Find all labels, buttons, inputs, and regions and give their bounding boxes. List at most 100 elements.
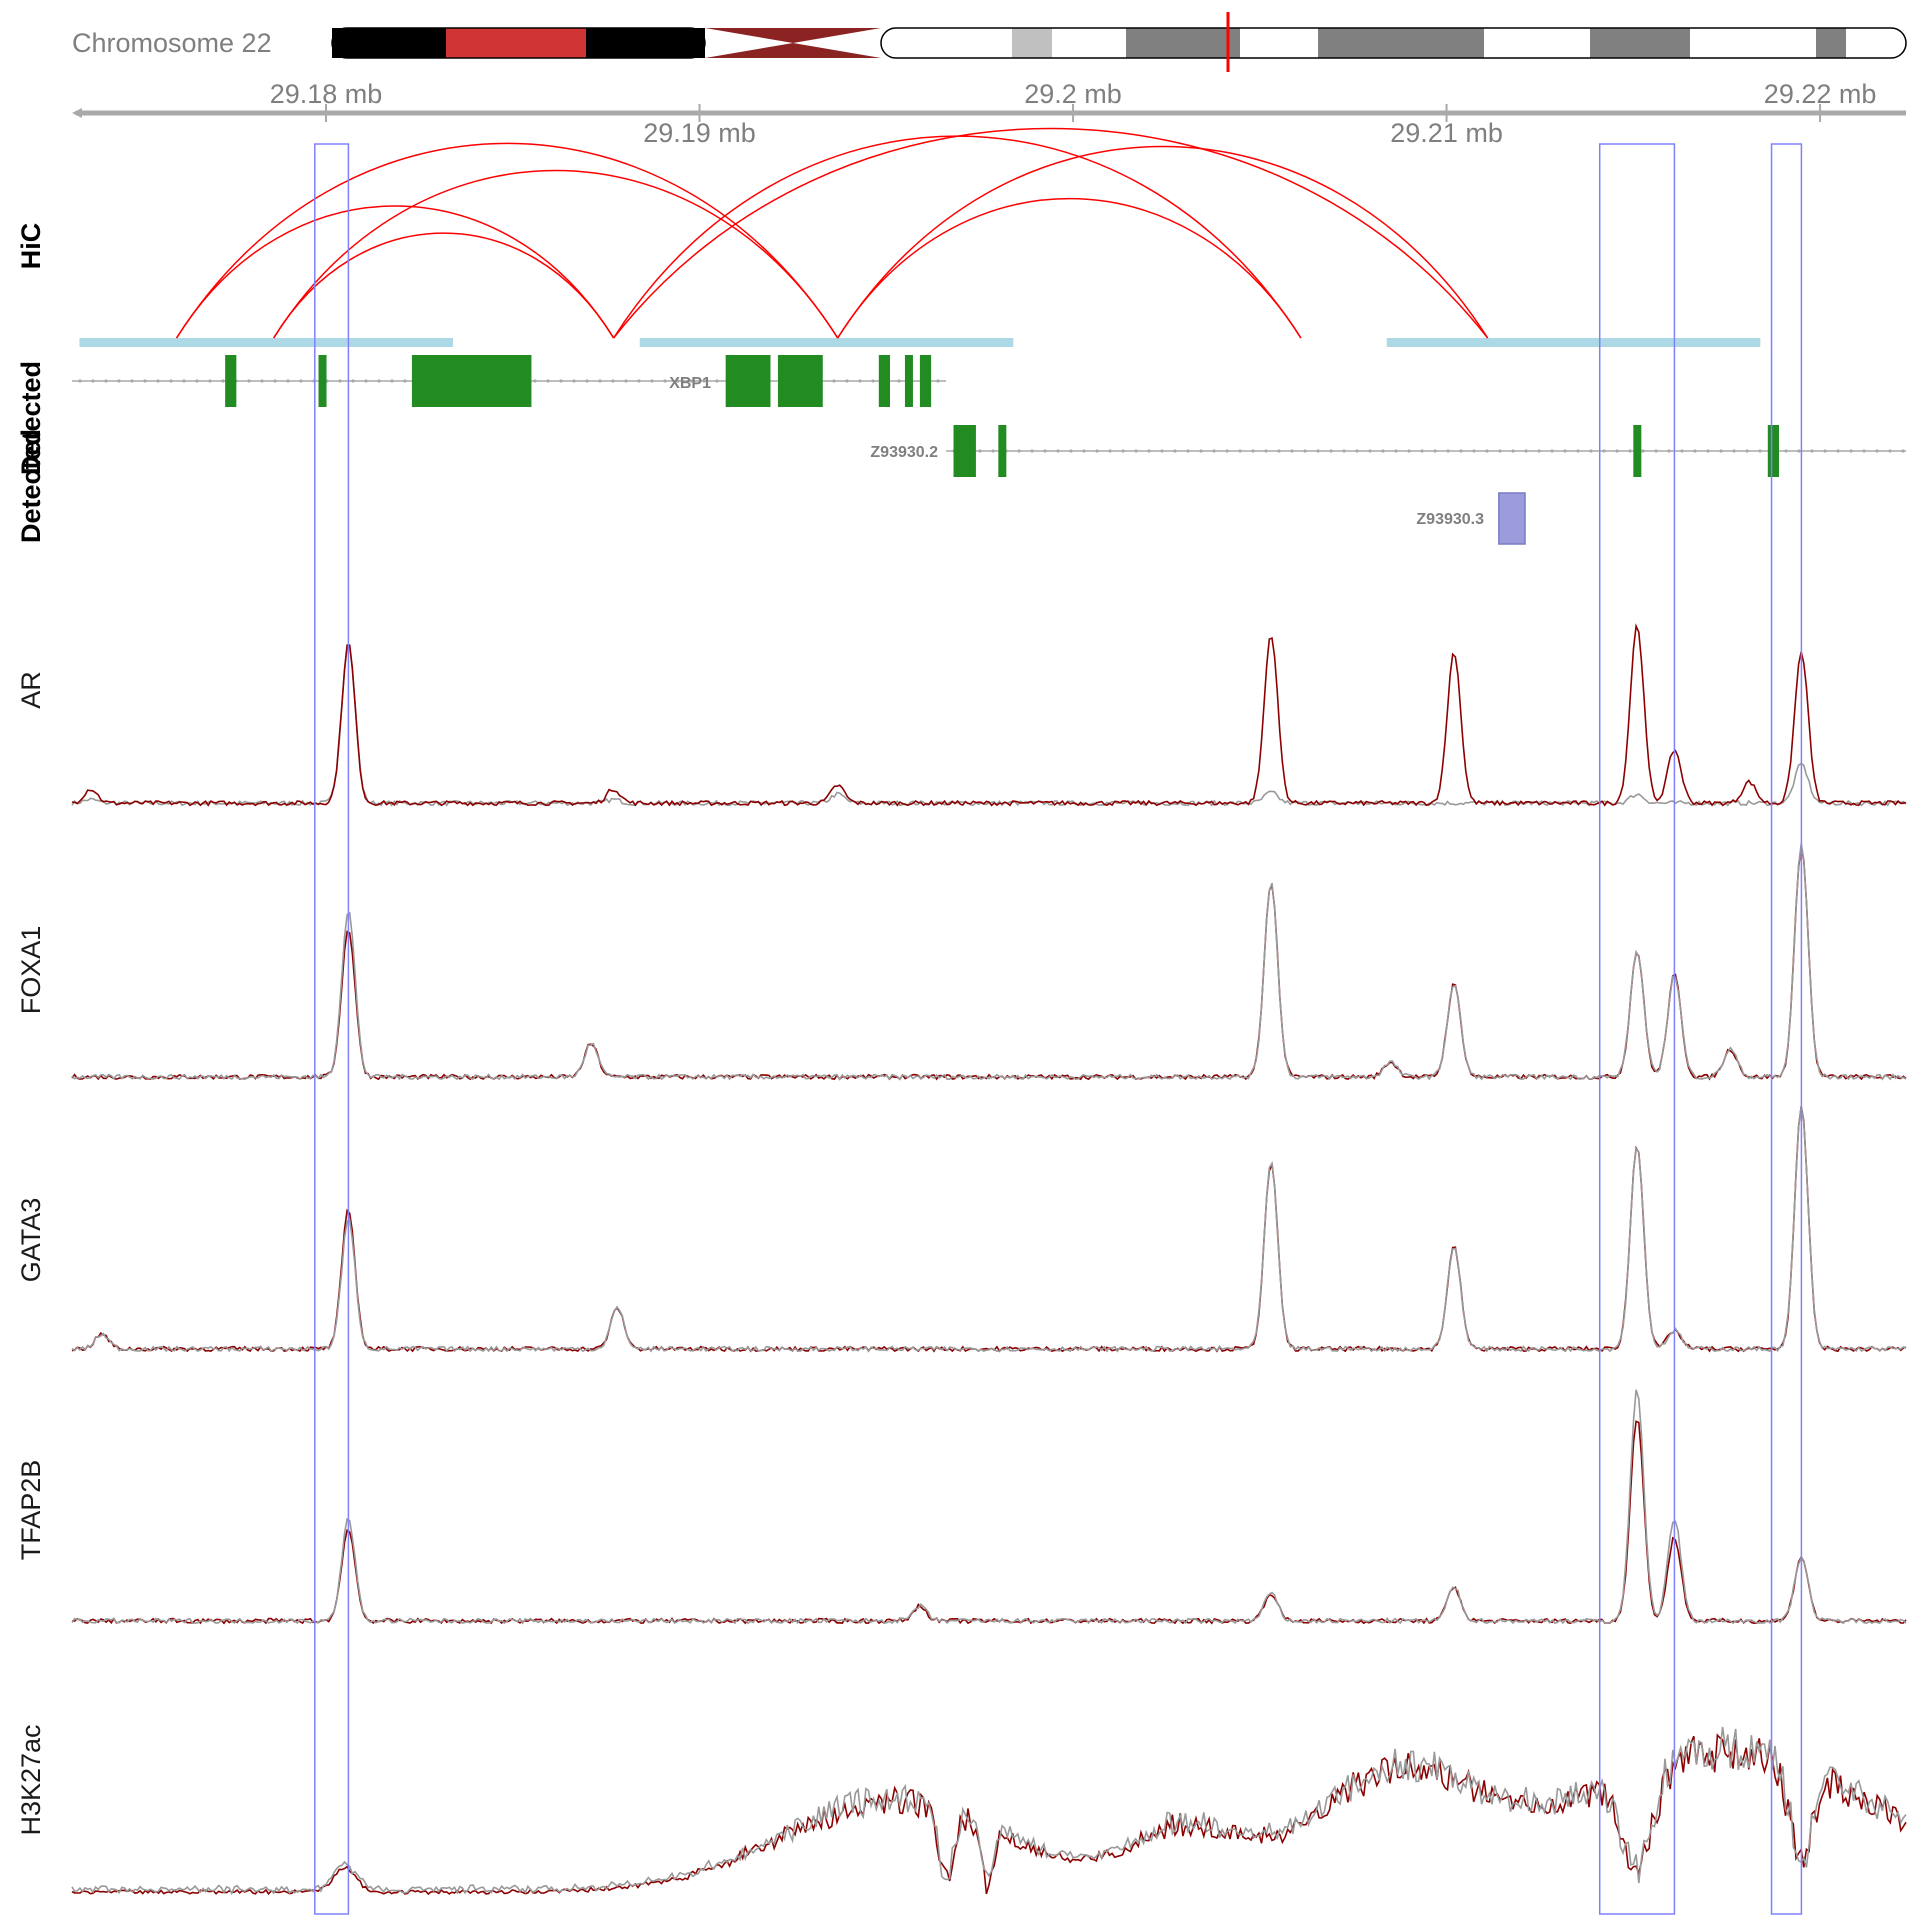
intron-strand-marker (1459, 449, 1463, 453)
signal-line-secondary (71, 1726, 1907, 1896)
intron-strand-marker (1745, 449, 1749, 453)
intron-strand-marker (637, 379, 641, 383)
chromosome-ideogram: Chromosome 22 (72, 12, 1907, 72)
intron-strand-marker (845, 379, 849, 383)
intron-strand-marker (1498, 449, 1502, 453)
track-label-genes: Detected (16, 361, 46, 475)
intron-strand-marker (1316, 449, 1320, 453)
intron-strand-marker (403, 379, 407, 383)
ideogram-band (332, 28, 446, 58)
chromosome-label: Chromosome 22 (72, 28, 272, 58)
ideogram-bands (331, 27, 1907, 59)
intron-strand-marker (1407, 449, 1411, 453)
intron-strand-marker (1069, 449, 1073, 453)
intron-strand-marker (1550, 449, 1554, 453)
axis-tick-label: 29.21 mb (1390, 118, 1503, 148)
intron-strand-marker (650, 379, 654, 383)
signal-line-secondary (71, 1389, 1907, 1625)
intron-strand-marker (1680, 449, 1684, 453)
signal-line-secondary (71, 643, 1907, 807)
highlight-box (1598, 143, 1676, 1915)
ideogram-band (1126, 28, 1240, 58)
intron-strand-marker (1862, 449, 1866, 453)
intron-strand-marker (1589, 449, 1593, 453)
intron-strand-marker (1264, 449, 1268, 453)
intron-strand-marker (1576, 449, 1580, 453)
highlight-regions (314, 143, 1803, 1915)
coverage-track-h3k27ac (71, 1726, 1907, 1896)
ideogram-band (1590, 28, 1690, 58)
coverage-track-foxa1 (71, 843, 1907, 1081)
intron-strand-marker (273, 379, 277, 383)
intron-strand-marker (832, 379, 836, 383)
intron-strand-marker (91, 379, 95, 383)
gene-label-z93930-3: Z93930.3 (1416, 511, 1484, 528)
gene-label-xbp1: XBP1 (669, 375, 711, 392)
intron-strand-marker (533, 379, 537, 383)
intron-strand-marker (1563, 449, 1567, 453)
intron-strand-marker (1654, 449, 1658, 453)
exon (953, 425, 976, 477)
intron-strand-marker (1329, 449, 1333, 453)
intron-strand-marker (1095, 449, 1099, 453)
hic-anchor (1386, 338, 1761, 347)
intron-strand-marker (1186, 449, 1190, 453)
ideogram-band (1318, 28, 1484, 58)
coverage-track-gata3 (71, 1106, 1907, 1353)
intron-strand-marker (1875, 449, 1879, 453)
gene-label-z93930-2: Z93930.2 (870, 444, 938, 461)
track-label-hic: HiC (16, 223, 46, 270)
track-label-h3k27ac: H3K27ac (16, 1724, 46, 1835)
hic-interaction-arcs (175, 127, 1489, 339)
intron-strand-marker (1368, 449, 1372, 453)
intron-strand-marker (676, 379, 680, 383)
intron-strand-marker (1511, 449, 1515, 453)
gene-feature (1498, 492, 1526, 545)
exon (1633, 425, 1642, 477)
intron-strand-marker (1277, 449, 1281, 453)
intron-strand-marker (286, 379, 290, 383)
intron-strand-marker (1719, 449, 1723, 453)
intron-strand-marker (117, 379, 121, 383)
intron-strand-marker (1823, 449, 1827, 453)
intron-strand-marker (1849, 449, 1853, 453)
track-label-ar: AR (16, 671, 46, 709)
intron-strand-marker (1121, 449, 1125, 453)
intron-strand-marker (1030, 449, 1034, 453)
intron-strand-marker (377, 379, 381, 383)
hic-arc (273, 169, 839, 339)
intron-strand-marker (1394, 449, 1398, 453)
intron-strand-marker (1446, 449, 1450, 453)
intron-strand-marker (559, 379, 563, 383)
intron-strand-marker (871, 379, 875, 383)
ideogram-band (1690, 28, 1816, 58)
intron-strand-marker (1160, 449, 1164, 453)
intron-strand-marker (1836, 449, 1840, 453)
ideogram-band (1240, 28, 1318, 58)
intron-strand-marker (1108, 449, 1112, 453)
track-label-genes-2: Detected (16, 429, 46, 543)
intron-strand-marker (1732, 449, 1736, 453)
exon (411, 355, 532, 407)
intron-strand-marker (1537, 449, 1541, 453)
intron-strand-marker (338, 379, 342, 383)
intron-strand-marker (1810, 449, 1814, 453)
axis-line (72, 104, 1906, 122)
intron-strand-marker (195, 379, 199, 383)
axis-tick-label: 29.19 mb (643, 118, 756, 148)
intron-strand-marker (1017, 449, 1021, 453)
intron-strand-marker (1173, 449, 1177, 453)
ideogram-band (1484, 28, 1590, 58)
intron-strand-marker (1797, 449, 1801, 453)
intron-strand-marker (1303, 449, 1307, 453)
exon (1767, 425, 1780, 477)
ideogram-band (1012, 28, 1052, 58)
intron-strand-marker (104, 379, 108, 383)
ideogram-outline-p (331, 27, 706, 59)
intron-strand-marker (1082, 449, 1086, 453)
intron-strand-marker (1901, 449, 1905, 453)
intron-strand-marker (702, 379, 706, 383)
ideogram-band (446, 28, 586, 58)
intron-strand-marker (182, 379, 186, 383)
intron-strand-marker (624, 379, 628, 383)
